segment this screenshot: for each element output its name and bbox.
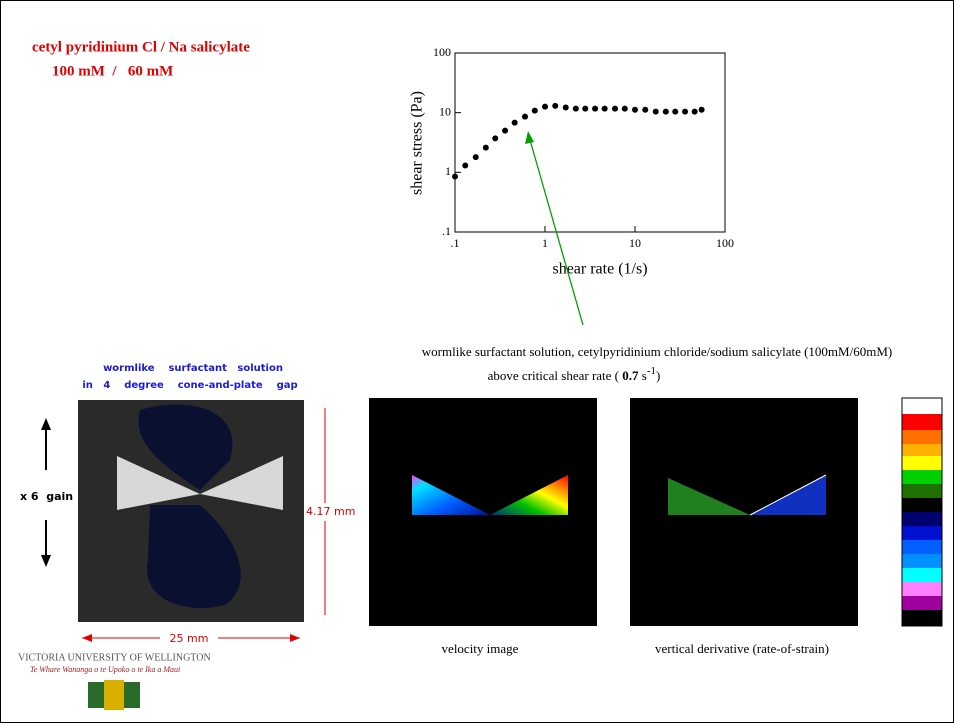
y-tick-label: 100 (433, 45, 451, 59)
mri-gap (200, 456, 283, 510)
data-point (652, 108, 659, 115)
data-point (452, 173, 458, 180)
university-motto: Te Whare Wananga o te Upoko o te Ika a M… (30, 665, 180, 674)
data-point (612, 105, 619, 112)
header-line2: 100 mM / 60 mM (52, 63, 173, 79)
data-point (672, 108, 679, 115)
x-tick-label: 10 (629, 236, 641, 250)
data-point (592, 105, 599, 112)
mri-lobe (147, 505, 241, 608)
gain-label: x 6 gain (20, 490, 73, 503)
data-point (531, 107, 538, 114)
label-bg (305, 503, 360, 521)
data-point (632, 106, 638, 113)
data-point (562, 104, 569, 111)
data-point (482, 144, 489, 151)
data-point (542, 103, 548, 110)
arrow (529, 139, 584, 326)
derivative-region (668, 478, 750, 515)
data-point (462, 162, 469, 169)
data-point (601, 105, 608, 112)
x-tick-label: 100 (716, 236, 734, 250)
arrow-head (525, 131, 534, 144)
rate-exp: -1 (647, 365, 656, 377)
header-line1: cetyl pyridinium Cl / Na salicylate (32, 39, 250, 55)
data-point (472, 154, 479, 161)
mri-lobe (138, 404, 233, 490)
data-point (511, 119, 518, 126)
data-point (642, 106, 649, 113)
x-tick-label: .1 (451, 236, 460, 250)
data-point (698, 106, 705, 113)
caption-line1: wormlike surfactant solution, cetylpyrid… (422, 344, 892, 359)
height-label: 4.17 mm (306, 505, 355, 518)
data-point (492, 135, 499, 142)
color-bar (901, 397, 943, 627)
arrow-head (41, 418, 51, 430)
data-point (582, 105, 589, 112)
data-point (691, 108, 698, 115)
university-name: VICTORIA UNIVERSITY OF WELLINGTON (18, 652, 211, 663)
derivative-edge (749, 474, 827, 516)
mri-gap (117, 456, 200, 510)
y-tick-label: 1 (445, 164, 451, 178)
data-point (572, 105, 579, 112)
velocity-label: velocity image (442, 641, 519, 656)
data-point (552, 102, 559, 109)
critical-rate: 0.7 (622, 368, 639, 383)
label-bg (160, 630, 218, 646)
caption-post: ) (656, 368, 660, 383)
derivative-label: vertical derivative (rate-of-strain) (655, 641, 829, 656)
arrow-head (41, 555, 51, 567)
y-tick-label: .1 (442, 224, 451, 238)
y-axis-label: shear stress (Pa) (409, 91, 426, 195)
x-axis-label: shear rate (1/s) (552, 261, 647, 278)
arrow-head (290, 634, 300, 642)
plot-frame (454, 52, 726, 233)
data-point (621, 105, 628, 112)
velocity-region (412, 475, 490, 515)
rate-unit: s (642, 368, 647, 383)
data-point (502, 127, 509, 134)
velocity-region (490, 475, 568, 515)
x-tick-label: 1 (542, 236, 548, 250)
data-point (682, 108, 689, 115)
data-point (662, 108, 669, 115)
width-label: 25 mm (170, 632, 209, 645)
crest (104, 680, 124, 710)
chart: shear rate (1/s) shear stress (Pa) .1 1 10… (409, 45, 734, 278)
caption-pre: above critical shear rate ( (488, 368, 619, 383)
y-tick-label: 10 (439, 104, 451, 118)
arrow-head (82, 634, 92, 642)
image-title2: in 4 degree cone-and-plate gap (82, 380, 297, 391)
data-point (522, 113, 529, 120)
caption-line2: above critical shear rate ( 0.7 s-1) (488, 365, 661, 383)
image-title1: wormlike surfactant solution (103, 363, 283, 374)
